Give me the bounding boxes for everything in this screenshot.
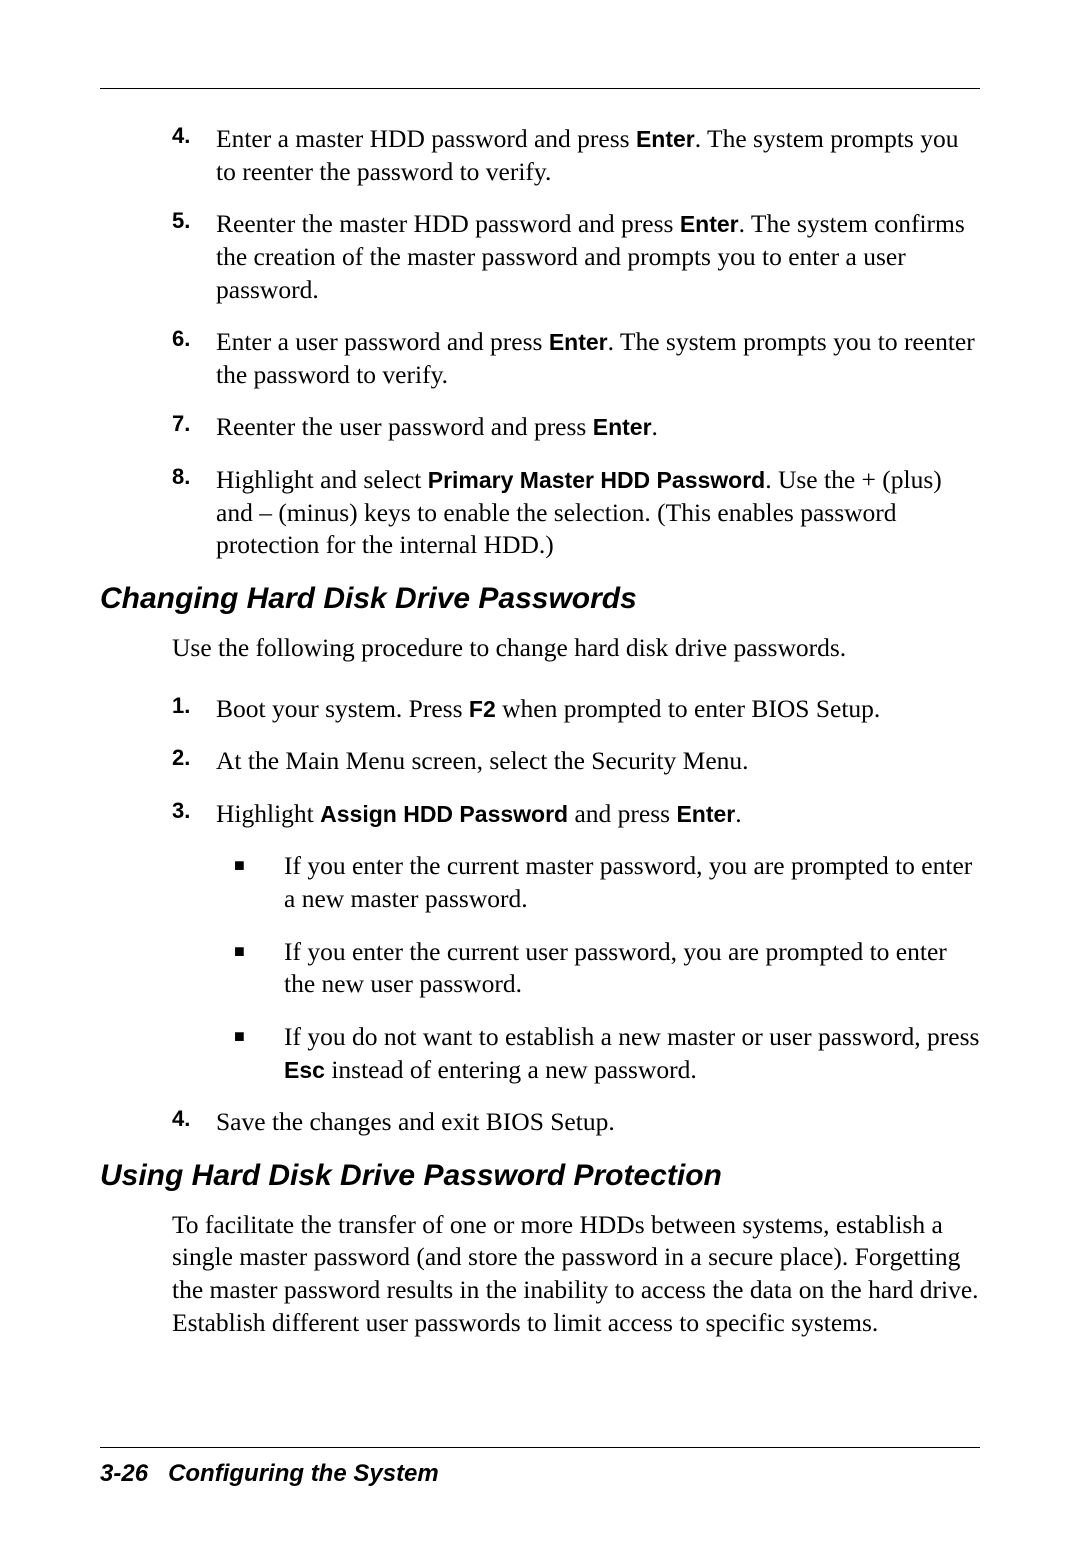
bullet-pre: If you do not want to establish a new ma…: [284, 1022, 979, 1051]
step-body: Reenter the master HDD password and pres…: [216, 208, 980, 306]
step-post: .: [652, 412, 658, 441]
step-number: 6.: [172, 326, 216, 391]
footer-page-number: 3-26: [100, 1460, 148, 1487]
step-b4: 4. Save the changes and exit BIOS Setup.: [100, 1106, 980, 1139]
step-4: 4. Enter a master HDD password and press…: [100, 123, 980, 188]
enter-key: Enter: [680, 211, 739, 237]
primary-master-hdd-password: Primary Master HDD Password: [428, 467, 765, 493]
bullet-b2: ■ If you enter the current user password…: [100, 936, 980, 1001]
step-number: 2.: [172, 745, 216, 778]
step-number: 7.: [172, 411, 216, 444]
step-body: Save the changes and exit BIOS Setup.: [216, 1106, 980, 1139]
step-body: Enter a user password and press Enter. T…: [216, 326, 980, 391]
step-mid: and press: [568, 799, 676, 828]
step-number: 3.: [172, 798, 216, 831]
step-pre: Boot your system. Press: [216, 694, 469, 723]
esc-key: Esc: [284, 1057, 325, 1083]
f2-key: F2: [469, 696, 496, 722]
step-b3: 3. Highlight Assign HDD Password and pre…: [100, 798, 980, 831]
bullet-b3: ■ If you do not want to establish a new …: [100, 1021, 980, 1086]
step-number: 5.: [172, 208, 216, 306]
step-number: 4.: [172, 123, 216, 188]
bullet-icon: ■: [234, 936, 284, 1001]
bullet-body: If you enter the current master password…: [284, 850, 980, 915]
step-pre: Reenter the master HDD password and pres…: [216, 209, 680, 238]
step-pre: Enter a user password and press: [216, 327, 549, 356]
step-number: 1.: [172, 693, 216, 726]
bullet-body: If you do not want to establish a new ma…: [284, 1021, 980, 1086]
step-post: .: [735, 799, 741, 828]
enter-key: Enter: [636, 126, 695, 152]
step-pre: Enter a master HDD password and press: [216, 124, 636, 153]
step-body: Reenter the user password and press Ente…: [216, 411, 980, 444]
step-body: Boot your system. Press F2 when prompted…: [216, 693, 980, 726]
step-body: Highlight Assign HDD Password and press …: [216, 798, 980, 831]
bullet-icon: ■: [234, 850, 284, 915]
heading-changing-hdd-passwords: Changing Hard Disk Drive Passwords: [100, 582, 980, 616]
page-footer: 3-26 Configuring the System: [100, 1460, 980, 1488]
step-pre: Highlight and select: [216, 465, 428, 494]
step-body: Highlight and select Primary Master HDD …: [216, 464, 980, 562]
step-b1: 1. Boot your system. Press F2 when promp…: [100, 693, 980, 726]
step-number: 8.: [172, 464, 216, 562]
step-5: 5. Reenter the master HDD password and p…: [100, 208, 980, 306]
bullet-post: instead of entering a new password.: [325, 1055, 697, 1084]
enter-key: Enter: [593, 414, 652, 440]
bullet-icon: ■: [234, 1021, 284, 1086]
assign-hdd-password: Assign HDD Password: [320, 801, 568, 827]
step-6: 6. Enter a user password and press Enter…: [100, 326, 980, 391]
step-body: Enter a master HDD password and press En…: [216, 123, 980, 188]
para-changing-hdd: Use the following procedure to change ha…: [100, 632, 980, 665]
bullet-b1: ■ If you enter the current master passwo…: [100, 850, 980, 915]
step-pre: Reenter the user password and press: [216, 412, 593, 441]
top-rule: [100, 88, 980, 89]
step-number: 4.: [172, 1106, 216, 1139]
bottom-rule: [100, 1447, 980, 1448]
footer-title: Configuring the System: [168, 1460, 439, 1487]
enter-key: Enter: [676, 801, 735, 827]
step-pre: Highlight: [216, 799, 320, 828]
step-7: 7. Reenter the user password and press E…: [100, 411, 980, 444]
step-8: 8. Highlight and select Primary Master H…: [100, 464, 980, 562]
step-body: At the Main Menu screen, select the Secu…: [216, 745, 980, 778]
bullet-body: If you enter the current user password, …: [284, 936, 980, 1001]
enter-key: Enter: [549, 329, 608, 355]
heading-using-hdd-password-protection: Using Hard Disk Drive Password Protectio…: [100, 1159, 980, 1193]
para-using-hdd: To facilitate the transfer of one or mor…: [100, 1209, 980, 1340]
step-post: when prompted to enter BIOS Setup.: [496, 694, 881, 723]
step-b2: 2. At the Main Menu screen, select the S…: [100, 745, 980, 778]
